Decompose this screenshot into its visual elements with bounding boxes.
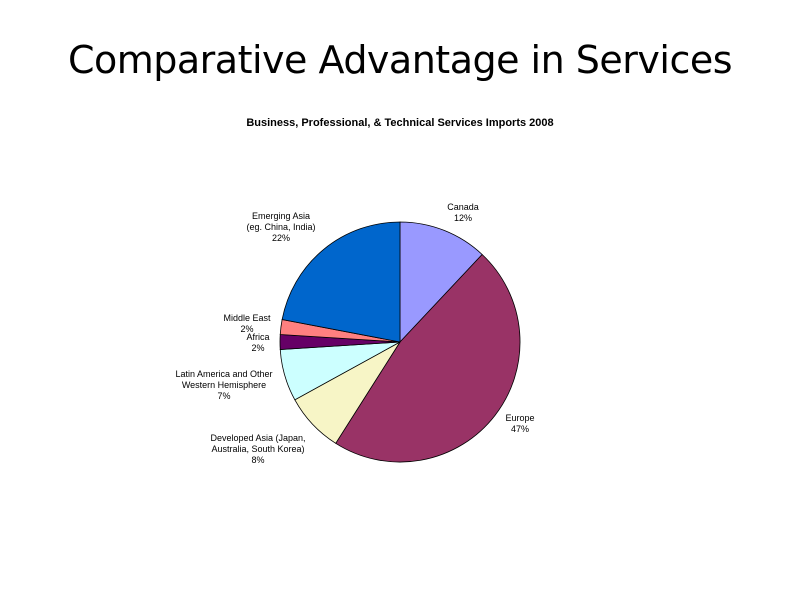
pie-slice-0 [399, 221, 483, 344]
slice-label-5: Middle East 2% [223, 313, 271, 334]
slice-label-2: Developed Asia (Japan, Australia, South K… [210, 433, 305, 465]
pie-slice-6 [281, 221, 401, 343]
slide-title: Comparative Advantage in Services [67, 38, 733, 82]
slice-label-3: Latin America and Other Western Hemispher… [175, 369, 272, 401]
pie-slice-1 [335, 253, 521, 463]
chart-title: Business, Professional, & Technical Serv… [246, 117, 554, 129]
slice-label-0: Canada 12% [447, 202, 479, 223]
slice-label-6: Emerging Asia (eg. China, India) 22% [246, 211, 315, 243]
slice-label-1: Europe 47% [505, 413, 534, 434]
slice-label-4: Africa 2% [246, 332, 269, 353]
